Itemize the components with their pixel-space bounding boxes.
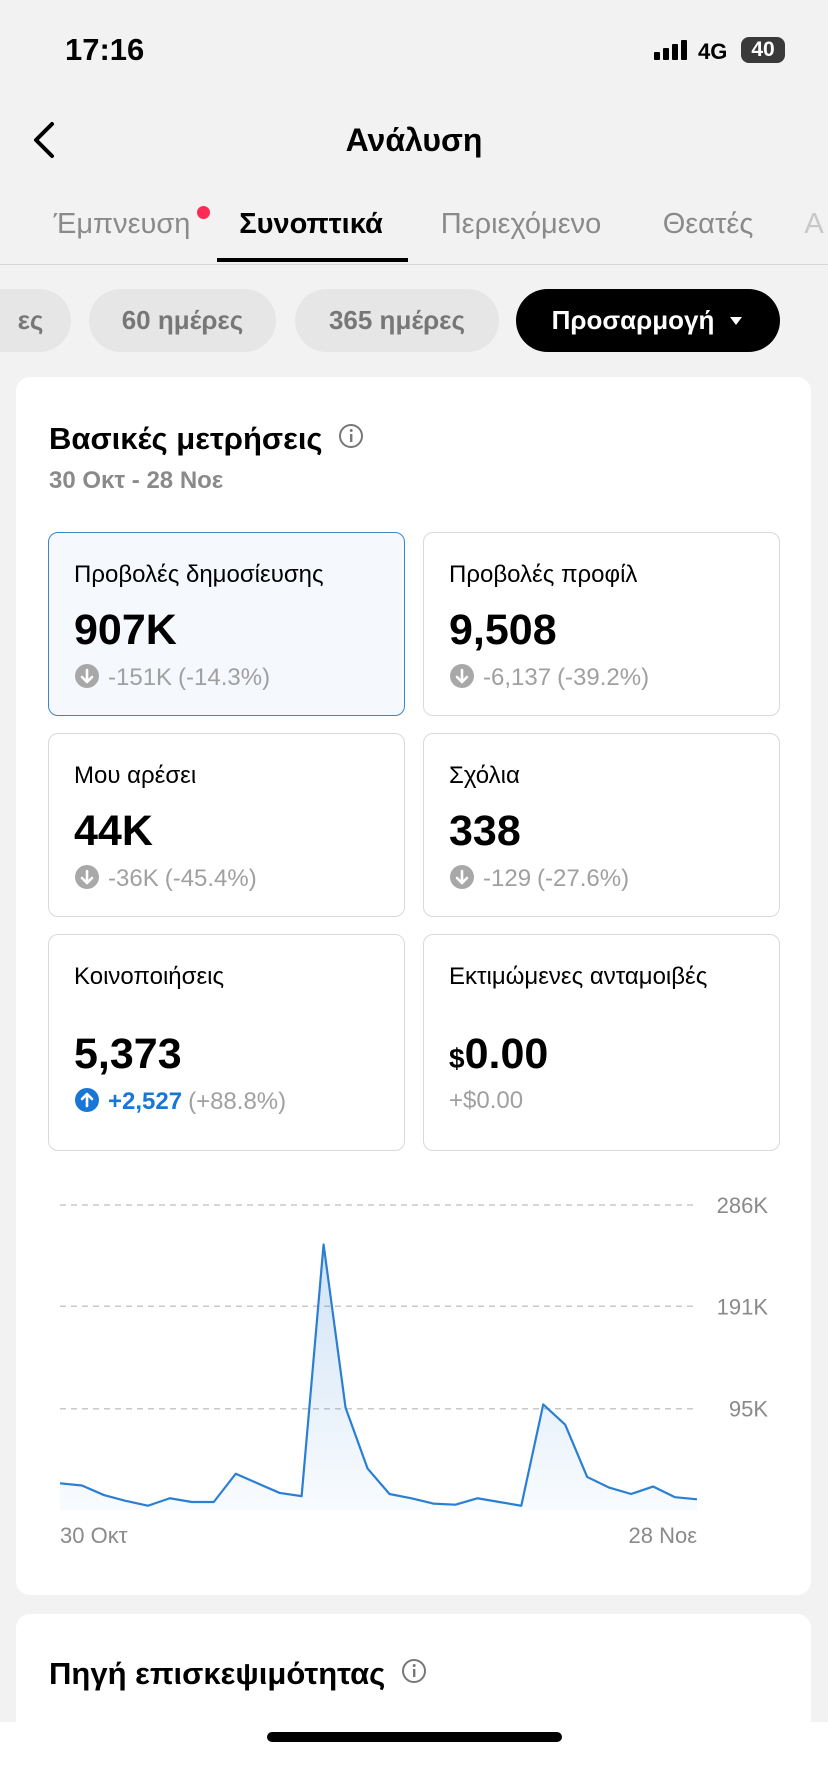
tab-active[interactable]: Συνοπτικά [239, 208, 383, 240]
chip[interactable]: ες [0, 289, 71, 352]
metric-change: -151K [108, 664, 173, 691]
metric-label: Εκτιμώμενες ανταμοιβές [449, 963, 708, 990]
metric-label: Προβολές δημοσίευσης [74, 561, 324, 588]
section-title: Πηγή επισκεψιμότητας [49, 1656, 430, 1692]
info-icon[interactable] [400, 1657, 430, 1687]
info-icon[interactable] [337, 422, 367, 452]
section-title: Βασικές μετρήσεις [49, 421, 367, 457]
metric-change: -6,137 [483, 664, 552, 691]
chip[interactable]: 365 ημέρες [295, 289, 499, 352]
metric-label: Κοινοποιήσεις [74, 963, 225, 990]
area [60, 1244, 697, 1510]
metric-value: 907K [74, 606, 177, 654]
notification-dot [197, 206, 210, 219]
metric-change-pct: (-45.4%) [164, 865, 257, 892]
page-title: Ανάλυση [345, 122, 483, 158]
metric-change: -129 [483, 865, 532, 892]
metric-change-pct: (+88.8%) [188, 1088, 287, 1115]
metric-card[interactable]: Προβολές δημοσίευσης 907K -151K (-14.3%) [48, 532, 405, 716]
metric-change-row: -6,137 (-39.2%) [449, 663, 649, 692]
battery: 40 [741, 37, 785, 63]
line [59, 1243, 698, 1507]
chip-label: 365 ημέρες [328, 305, 466, 335]
metric-change: -36K [108, 865, 159, 892]
signal-icon [654, 40, 687, 60]
metric-card[interactable]: Μου αρέσει 44K -36K (-45.4%) [48, 733, 405, 917]
tab-underline [217, 258, 408, 262]
metric-currency: $ [449, 1043, 465, 1074]
metric-value-row: 5,373 [74, 1030, 182, 1079]
trend-icon [450, 664, 474, 688]
metric-value-row: 9,508 [449, 606, 557, 655]
metric-card[interactable]: Σχόλια 338 -129 (-27.6%) [423, 733, 780, 917]
tab[interactable]: Έμπνευση [53, 208, 191, 240]
metric-change: +2,527 [108, 1088, 183, 1115]
metric-value-row: $0.00 [449, 1030, 548, 1079]
metric-change-pct: (-14.3%) [178, 664, 271, 691]
tab[interactable]: Α [804, 208, 824, 240]
metric-card[interactable]: Κοινοποιήσεις 5,373 +2,527 (+88.8%) [48, 934, 405, 1151]
chip-label: 60 ημέρες [121, 305, 244, 335]
metric-value: 44K [74, 807, 153, 855]
tab[interactable]: Περιεχόμενο [440, 208, 602, 240]
date-range: 30 Οκτ - 28 Νοε [49, 467, 224, 494]
metric-change-row: +2,527 (+88.8%) [74, 1087, 286, 1116]
metric-value-row: 44K [74, 807, 153, 856]
chip-selected[interactable]: Προσαρμογή [516, 289, 780, 352]
metric-change-pct: (-27.6%) [537, 865, 630, 892]
trend-icon [450, 865, 474, 889]
back-button[interactable] [30, 120, 58, 160]
metric-change-row: +$0.00 [449, 1087, 523, 1115]
tab[interactable]: Θεατές [662, 208, 754, 240]
trend-icon [75, 1088, 99, 1112]
metric-value-row: 338 [449, 807, 521, 856]
trend-icon [75, 664, 99, 688]
home-indicator [267, 1732, 562, 1742]
section-title-text: Πηγή επισκεψιμότητας [49, 1656, 386, 1691]
metric-change-row: -36K (-45.4%) [74, 864, 257, 893]
metric-value: 338 [449, 807, 521, 855]
chip-label: Προσαρμογή [551, 305, 715, 335]
section-title-text: Βασικές μετρήσεις [49, 421, 323, 456]
metric-label: Μου αρέσει [74, 762, 197, 789]
status-network: 4G [698, 39, 728, 64]
x-tick-label: 30 Οκτ [60, 1523, 128, 1548]
dropdown-icon [730, 316, 743, 325]
metric-value: 0.00 [464, 1030, 549, 1078]
y-tick-label: 286K [717, 1193, 769, 1218]
x-tick-label: 28 Νοε [628, 1523, 697, 1548]
metric-label: Σχόλια [449, 762, 520, 789]
chip[interactable]: 60 ημέρες [89, 289, 276, 352]
trend-icon [75, 865, 99, 889]
metric-change-row: -129 (-27.6%) [449, 864, 629, 893]
metric-card[interactable]: Εκτιμώμενες ανταμοιβές $0.00 +$0.00 [423, 934, 780, 1151]
metric-value: 5,373 [74, 1030, 182, 1078]
metric-value: 9,508 [449, 606, 557, 654]
metric-change-pct: (-39.2%) [557, 664, 650, 691]
chip-label: ες [17, 305, 44, 335]
metric-card[interactable]: Προβολές προφίλ 9,508 -6,137 (-39.2%) [423, 532, 780, 716]
metric-change: +$0.00 [449, 1087, 524, 1114]
metric-change-row: -151K (-14.3%) [74, 663, 270, 692]
metric-value-row: 907K [74, 606, 177, 655]
status-time: 17:16 [65, 32, 145, 67]
metric-label: Προβολές προφίλ [449, 561, 638, 588]
y-tick-label: 95K [729, 1397, 768, 1422]
divider [0, 264, 828, 265]
y-tick-label: 191K [717, 1294, 769, 1319]
